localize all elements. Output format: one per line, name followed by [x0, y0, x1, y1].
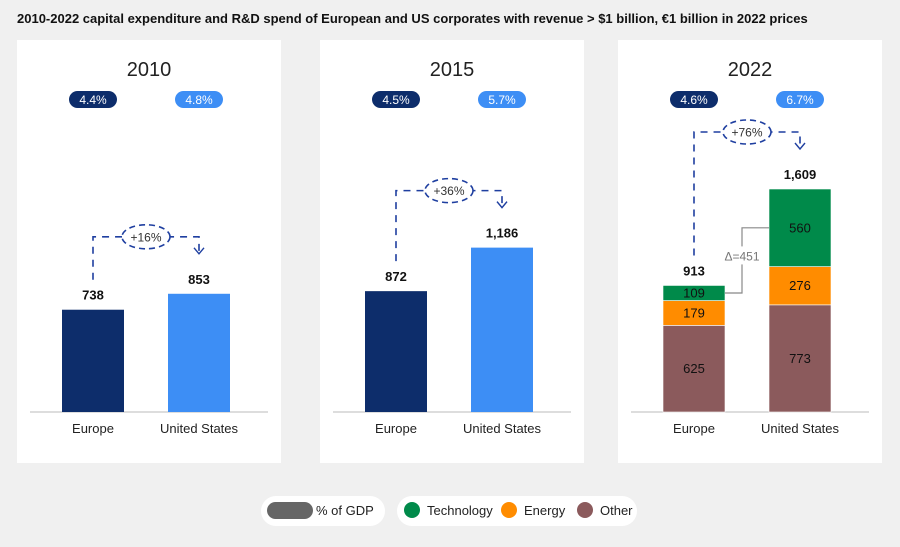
segment-label: 560: [789, 220, 811, 235]
growth-ellipse: [424, 177, 474, 204]
category-label: Europe: [673, 421, 715, 436]
legend-swatch-other: [577, 502, 593, 518]
gdp-pill: [776, 91, 824, 108]
arrow-down-icon: [496, 201, 508, 209]
category-label: United States: [463, 421, 542, 436]
bar-segment-energy: [662, 300, 726, 326]
legend-label-energy: Energy: [524, 503, 566, 518]
arrow-down-icon: [794, 142, 806, 151]
bar-united-states: [471, 247, 533, 412]
bar-segment-other: [768, 304, 832, 413]
legend-swatch-technology: [404, 502, 420, 518]
segment-label: 276: [789, 278, 811, 293]
arrow-down-icon: [193, 247, 205, 255]
total-label: 853: [188, 272, 210, 287]
growth-ellipse: [121, 223, 171, 250]
total-label: 1,609: [784, 167, 817, 182]
category-label: United States: [160, 421, 239, 436]
growth-label: +16%: [130, 230, 161, 244]
gdp-pill: [478, 91, 526, 108]
bar-united-states: [168, 293, 230, 412]
gdp-pill-label: 4.4%: [79, 93, 107, 107]
panel: [17, 40, 281, 463]
panel-year: 2010: [127, 59, 172, 81]
bar-europe: [365, 291, 427, 412]
panel-year: 2022: [728, 59, 773, 81]
bar-europe: [62, 309, 124, 412]
gdp-pill: [69, 91, 117, 108]
panel: [320, 40, 584, 463]
growth-ellipse: [722, 119, 772, 145]
total-label: 1,186: [486, 226, 519, 241]
segment-label: 179: [683, 305, 705, 320]
total-label: 872: [385, 269, 407, 284]
gdp-pill-label: 4.5%: [382, 93, 410, 107]
legend-label-other: Other: [600, 503, 633, 518]
category-label: Europe: [375, 421, 417, 436]
gdp-pill-label: 4.6%: [680, 93, 708, 107]
gdp-pill: [372, 91, 420, 108]
gdp-pill: [670, 91, 718, 108]
total-label: 738: [82, 288, 104, 303]
legend-categories-box: [397, 496, 637, 526]
gdp-pill-label: 4.8%: [185, 93, 213, 107]
segment-label: 109: [683, 286, 705, 301]
segment-label: 773: [789, 351, 811, 366]
growth-connector: [693, 131, 801, 256]
gdp-pill-label: 5.7%: [488, 93, 516, 107]
growth-label: +36%: [433, 184, 464, 198]
segment-label: 625: [683, 361, 705, 376]
legend-swatch-energy: [501, 502, 517, 518]
delta-label-bg: [722, 246, 762, 265]
gdp-swatch: [267, 502, 313, 519]
delta-label: Δ=451: [724, 249, 759, 263]
total-label: 913: [683, 263, 705, 278]
legend-label-gdp: % of GDP: [316, 503, 374, 518]
panel-year: 2015: [430, 59, 475, 81]
category-label: Europe: [72, 421, 114, 436]
growth-label: +76%: [731, 126, 762, 140]
gdp-pill: [175, 91, 223, 108]
category-label: United States: [761, 421, 840, 436]
bar-segment-technology: [768, 188, 832, 267]
legend-label-technology: Technology: [427, 503, 493, 518]
bar-segment-other: [662, 325, 726, 413]
figure-title: 2010-2022 capital expenditure and R&D sp…: [17, 11, 808, 26]
gdp-pill-label: 6.7%: [786, 93, 814, 107]
